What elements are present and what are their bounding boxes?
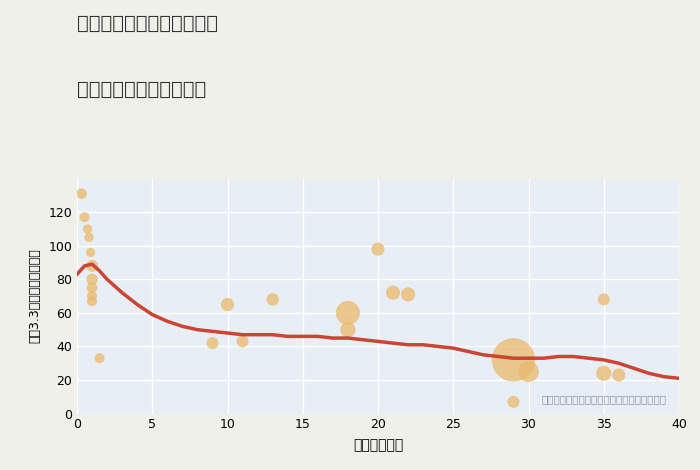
Point [402,290,414,298]
Point [76,190,87,197]
Point [83,234,94,241]
X-axis label: 築年数（年）: 築年数（年） [353,439,403,453]
Point [85,249,96,256]
Point [508,398,519,406]
Point [267,296,278,303]
Point [598,369,609,377]
Point [613,371,624,379]
Point [372,245,384,253]
Point [342,326,354,333]
Point [598,296,609,303]
Point [342,309,354,317]
Text: 築年数別中古戸建て価格: 築年数別中古戸建て価格 [77,80,206,99]
Point [222,301,233,308]
Point [87,292,98,300]
Point [87,262,98,270]
Point [87,298,98,305]
Point [87,275,98,283]
Text: 三重県桑名市多度町中須の: 三重県桑名市多度町中須の [77,14,218,33]
Point [508,356,519,364]
Point [79,213,90,221]
Point [94,354,105,362]
Point [87,284,98,291]
Point [207,339,218,347]
Y-axis label: 坪（3.3㎡）単価（万円）: 坪（3.3㎡）単価（万円） [28,249,41,344]
Text: 円の大きさは、取引のあった物件面積を示す: 円の大きさは、取引のあった物件面積を示す [542,394,667,404]
Point [237,337,248,345]
Point [388,289,399,297]
Point [82,225,93,233]
Point [523,368,534,376]
